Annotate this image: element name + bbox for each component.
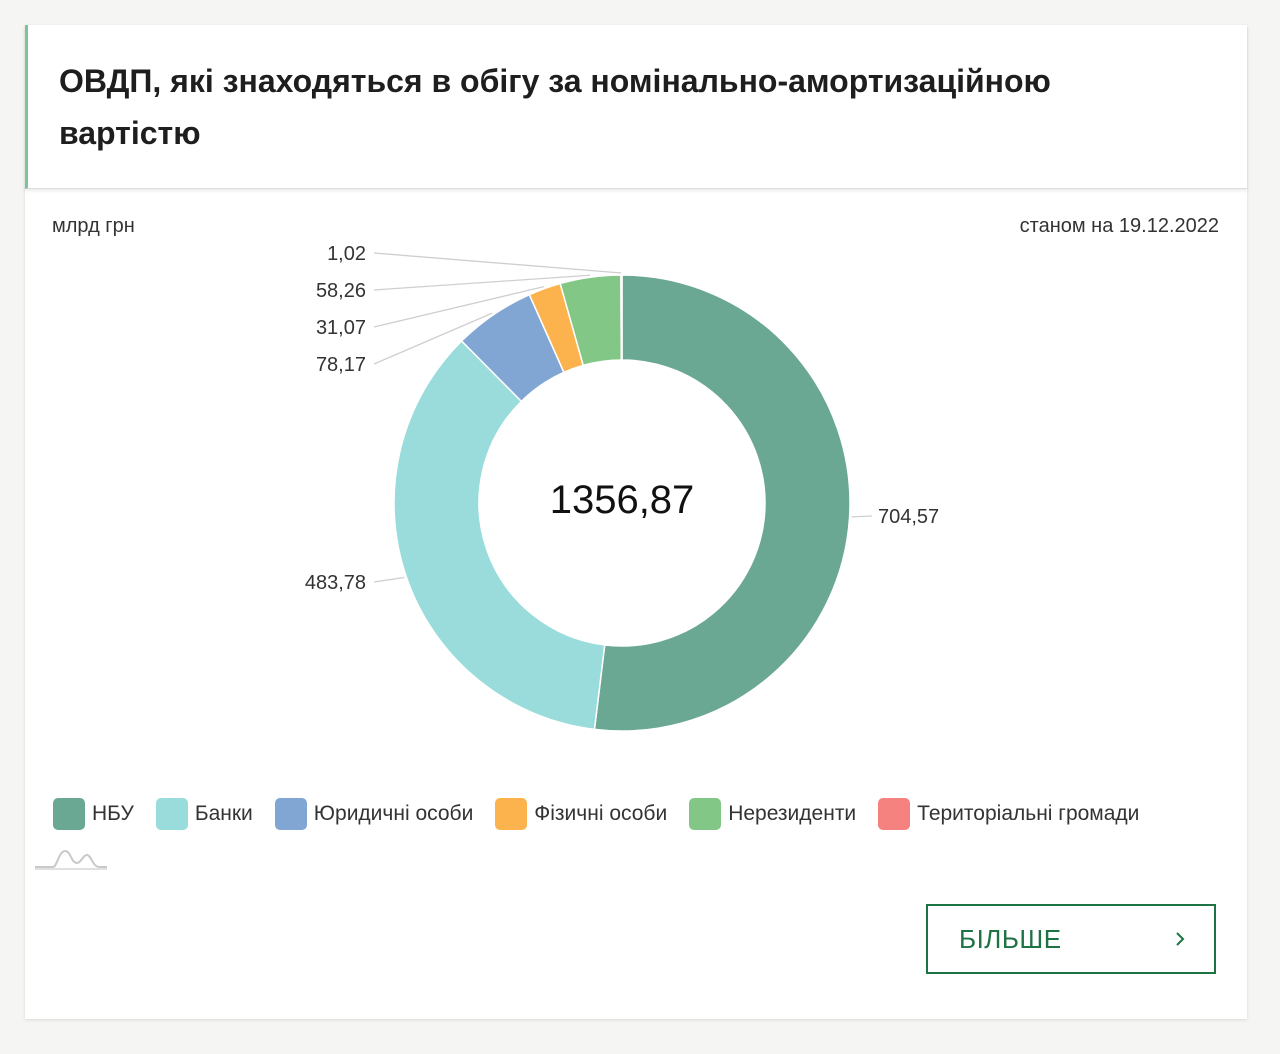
legend-swatch-nonresidents — [689, 798, 722, 830]
legend-swatch-territorial-communities — [878, 798, 911, 830]
donut-slice-нбу[interactable] — [593, 274, 851, 732]
legend-label-individuals: Фізичні особи — [534, 802, 668, 825]
chart-center-total: 1356,87 — [550, 478, 695, 522]
card-header: ОВДП, які знаходяться в обігу за номінал… — [25, 25, 1247, 189]
data-label-фізичні-особи: 31,07 — [316, 317, 366, 339]
unit-label: млрд грн — [52, 215, 135, 237]
chart-data-labels: 704,57 483,78 78,17 31,07 58,26 1,02 — [305, 243, 939, 594]
legend-swatch-individuals — [495, 798, 528, 830]
legend-item-territorial-communities[interactable]: Територіальні громади — [878, 798, 1139, 830]
leader-line-нерезиденти — [373, 274, 591, 291]
data-label-юридичні-особи: 78,17 — [316, 354, 366, 376]
chart-legend: НБУ Банки Юридичні особи Фізичні особи Н… — [53, 798, 1139, 830]
leader-line-фізичні-особи — [373, 286, 545, 328]
data-label-банки: 483,78 — [305, 572, 366, 594]
chevron-right-icon — [1176, 932, 1185, 946]
chart-leader-lines — [373, 252, 873, 583]
legend-label-nbu: НБУ — [92, 802, 134, 825]
more-button[interactable]: БІЛЬШЕ — [926, 904, 1216, 974]
page-title: ОВДП, які знаходяться в обігу за номінал… — [59, 63, 1051, 151]
legend-label-nonresidents: Нерезиденти — [728, 802, 857, 825]
leader-line-юридичні-особи — [373, 312, 493, 365]
chart-card: ОВДП, які знаходяться в обігу за номінал… — [25, 25, 1247, 1019]
legend-item-nonresidents[interactable]: Нерезиденти — [689, 798, 856, 830]
data-label-територіальні-громади: 1,02 — [327, 243, 366, 265]
legend-item-banks[interactable]: Банки — [155, 798, 253, 830]
donut-chart: 704,57 483,78 78,17 31,07 58,26 1,02 1356,87 — [305, 243, 939, 732]
legend-item-nbu[interactable]: НБУ — [53, 798, 134, 830]
legend-swatch-banks — [155, 798, 188, 830]
date-label: станом на 19.12.2022 — [1019, 215, 1219, 237]
legend-label-territorial-communities: Територіальні громади — [917, 802, 1140, 825]
chart-tool-logo-icon — [35, 849, 107, 870]
legend-item-individuals[interactable]: Фізичні особи — [495, 798, 667, 830]
legend-item-legal-entities[interactable]: Юридичні особи — [274, 798, 474, 830]
legend-label-banks: Банки — [194, 802, 253, 825]
donut-slice-територіальні-громади[interactable] — [620, 274, 623, 361]
leader-line-територіальні-громади — [373, 252, 622, 274]
legend-label-legal-entities: Юридичні особи — [313, 802, 474, 825]
data-label-нерезиденти: 58,26 — [316, 280, 366, 302]
leader-line-нбу — [851, 515, 873, 518]
leader-line-банки — [373, 576, 405, 583]
legend-swatch-legal-entities — [274, 798, 307, 830]
data-label-нбу: 704,57 — [878, 506, 939, 528]
legend-swatch-nbu — [53, 798, 85, 830]
more-button-label: БІЛЬШЕ — [959, 923, 1062, 954]
donut-slice-банки[interactable] — [393, 339, 606, 731]
chart-slices — [393, 274, 851, 732]
